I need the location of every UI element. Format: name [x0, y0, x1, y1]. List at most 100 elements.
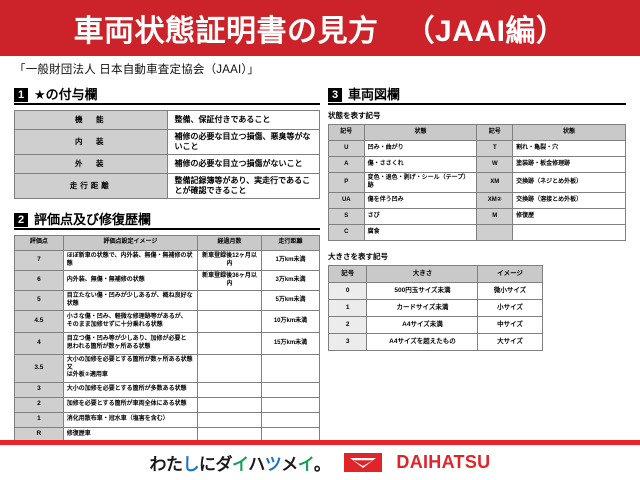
state-symbol-left: C — [328, 224, 365, 241]
state-symbol-right: W — [476, 156, 514, 173]
evaluation-image-desc: 目立たない傷・凹みが少しあるが、概ね良好な状態 — [62, 290, 198, 311]
size-symbols-label: 大きさを表す記号 — [328, 252, 388, 261]
evaluation-row: 4.5 小さな傷・凹み、軽微な修理跡等があるが、 そのまま加修せずに十分乗れる状態 1… — [14, 310, 320, 333]
evaluation-row: 7 ほぼ新車の状態で、内外装、無傷・無補修の状態 新車登録後12ヶ月以内 1万km未満 — [14, 250, 320, 271]
right-column: 3 車両図欄 状態を表す記号 記号 状態 記号 状態 U 凹み・曲がり T 割れ・亀裂・穴 A 傷… — [327, 82, 626, 443]
evaluation-months — [196, 354, 263, 383]
size-image-label: 中サイズ — [477, 316, 543, 334]
state-symbol-row: U 凹み・曲がり T 割れ・亀裂・穴 — [328, 140, 626, 157]
daihatsu-d-icon — [344, 453, 383, 472]
size-symbol-row: 1 カードサイズ未満 小サイズ — [327, 299, 543, 317]
tagline-char: し — [182, 455, 200, 474]
evaluation-score-table: 評価点 評価点設定イメージ 経過月数 走行距離 7 ほぼ新車の状態で、内外装、無傷・無補修… — [14, 235, 320, 443]
state-column-header: 状態 — [363, 124, 478, 141]
state-desc-right: 交換跡（溶接とめ外板） — [512, 192, 626, 209]
evaluation-column-header: 経過月数 — [196, 235, 263, 251]
state-symbol-row: S さび M 修復歴 — [328, 208, 626, 225]
evaluation-months: 新車登録後12ヶ月以内 — [196, 250, 263, 271]
document-body: 1 ★の付与欄 機 能整備、保証付きであること内 装補修の必要な目立つ損傷、悪臭… — [0, 80, 640, 443]
state-desc-left: 凹み・曲がり — [363, 140, 478, 157]
state-symbol-row: P 変色・退色・剥げ・シール（テープ）跡 XM 交換跡（ネジとめ外板） — [328, 172, 626, 193]
star-criteria-table: 機 能整備、保証付きであること内 装補修の必要な目立つ損傷、悪臭等がないこと外 … — [14, 110, 320, 199]
state-symbol-right: M — [476, 208, 514, 225]
star-criteria-row: 外 装補修の必要な目立つ損傷がないこと — [14, 154, 320, 174]
evaluation-distance — [261, 381, 320, 398]
evaluation-image-desc: 加修を必要とする箇所が車両全体にある状態 — [62, 396, 198, 413]
criteria-label: 外 装 — [14, 154, 168, 174]
tagline-char: イ — [297, 455, 315, 474]
footer-divider — [0, 440, 640, 445]
section-3-heading: 3 車両図欄 — [328, 88, 626, 105]
size-image-label: 大サイズ — [477, 333, 543, 351]
criteria-label: 機 能 — [14, 110, 168, 130]
state-symbols-table: 記号 状態 記号 状態 U 凹み・曲がり T 割れ・亀裂・穴 A 傷・ささくれ W 塗装跡・板金修理跡… — [328, 124, 626, 241]
state-desc-left: 腐食 — [363, 224, 478, 241]
daihatsu-wordmark: DAIHATSU — [396, 452, 491, 472]
evaluation-image-desc: 消化用散布車・冠水車（塩害を含む） — [62, 411, 198, 428]
evaluation-row: 6 内外装、無傷・無補修の状態 新車登録後36ヶ月以内 3万km未満 — [14, 270, 320, 291]
state-symbol-right: XM — [476, 172, 514, 193]
size-symbol: 3 — [327, 333, 368, 351]
state-desc-left: さび — [363, 208, 478, 225]
criteria-description: 補修の必要な目立つ損傷がないこと — [166, 154, 320, 174]
section-3-title: 車両図欄 — [348, 87, 401, 102]
tagline-char: メ — [281, 455, 298, 474]
evaluation-distance: 1万km未満 — [261, 250, 320, 271]
daihatsu-tagline: わたしにダイハツメイ。 — [150, 450, 331, 475]
evaluation-row: 5 目立たない傷・凹みが少しあるが、概ね良好な状態 5万km未満 — [14, 290, 320, 311]
size-column-header: イメージ — [477, 265, 543, 283]
evaluation-image-desc: 内外装、無傷・無補修の状態 — [62, 270, 198, 291]
criteria-label: 内 装 — [14, 129, 168, 155]
state-symbols-label: 状態を表す記号 — [328, 111, 381, 120]
state-symbol-left: UA — [328, 192, 365, 209]
page-title: 車両状態証明書の見方 （JAAI編） — [74, 6, 567, 50]
evaluation-score: 2 — [14, 396, 64, 413]
evaluation-row: 2 加修を必要とする箇所が車両全体にある状態 — [14, 396, 320, 413]
tagline-char: に — [199, 455, 216, 474]
evaluation-score: 3 — [14, 381, 64, 398]
size-image-label: 小サイズ — [477, 299, 543, 317]
evaluation-distance — [261, 396, 320, 413]
tagline-char: わ — [149, 455, 167, 474]
state-symbol-right: T — [476, 140, 514, 157]
size-symbols-header-row: 記号 大きさ イメージ — [327, 265, 543, 283]
section-3-badge: 3 — [328, 88, 342, 102]
criteria-description: 整備、保証付きであること — [166, 110, 320, 130]
section-1-heading: 1 ★の付与欄 — [14, 88, 320, 105]
tagline-char: た — [166, 455, 183, 474]
section-2-heading: 2 評価点及び修復歴欄 — [14, 213, 320, 230]
evaluation-months — [196, 411, 263, 428]
size-measure: A4サイズ未満 — [366, 316, 479, 334]
state-column-header: 状態 — [512, 124, 626, 141]
organization-subtitle: 「一般財団法人 日本自動車査定協会（JAAI）」 — [14, 64, 260, 76]
evaluation-image-desc: 大小の加修を必要とする箇所が多数ある状態 — [62, 381, 198, 398]
evaluation-column-header: 評価点設定イメージ — [62, 235, 198, 251]
size-image-label: 微小サイズ — [477, 282, 543, 300]
size-symbol: 2 — [327, 316, 368, 334]
state-desc-right: 修復歴 — [512, 208, 626, 225]
evaluation-distance — [261, 411, 320, 428]
evaluation-row: 3.5 大小の加修を必要とする箇所が数ヶ所ある状態又 は外板②適用車 — [14, 354, 320, 383]
criteria-label: 走行距離 — [14, 173, 168, 199]
evaluation-score: 5 — [14, 290, 64, 311]
evaluation-score: 6 — [14, 270, 64, 291]
state-symbol-left: A — [328, 156, 365, 173]
state-symbol-left: S — [328, 208, 365, 225]
star-criteria-row: 機 能整備、保証付きであること — [14, 110, 320, 130]
size-measure: A4サイズを超えたもの — [366, 333, 479, 351]
evaluation-header-row: 評価点 評価点設定イメージ 経過月数 走行距離 — [14, 235, 320, 251]
section-2-badge: 2 — [14, 213, 28, 227]
state-symbol-row: UA 傷を伴う凹み XM② 交換跡（溶接とめ外板） — [328, 192, 626, 209]
left-column: 1 ★の付与欄 機 能整備、保証付きであること内 装補修の必要な目立つ損傷、悪臭… — [14, 82, 320, 443]
tagline-char: 。 — [313, 455, 331, 474]
evaluation-score: 1 — [14, 411, 64, 428]
evaluation-score: 4 — [14, 332, 64, 355]
section-1-badge: 1 — [14, 88, 28, 102]
evaluation-row: R 修復歴車 — [14, 426, 320, 443]
state-desc-right: 塗装跡・板金修理跡 — [512, 156, 626, 173]
footer-branding: わたしにダイハツメイ。 DAIHATSU — [0, 445, 640, 480]
tagline-char: ハ — [248, 455, 265, 474]
size-column-header: 大きさ — [366, 265, 479, 283]
tagline-char: ツ — [264, 455, 282, 474]
